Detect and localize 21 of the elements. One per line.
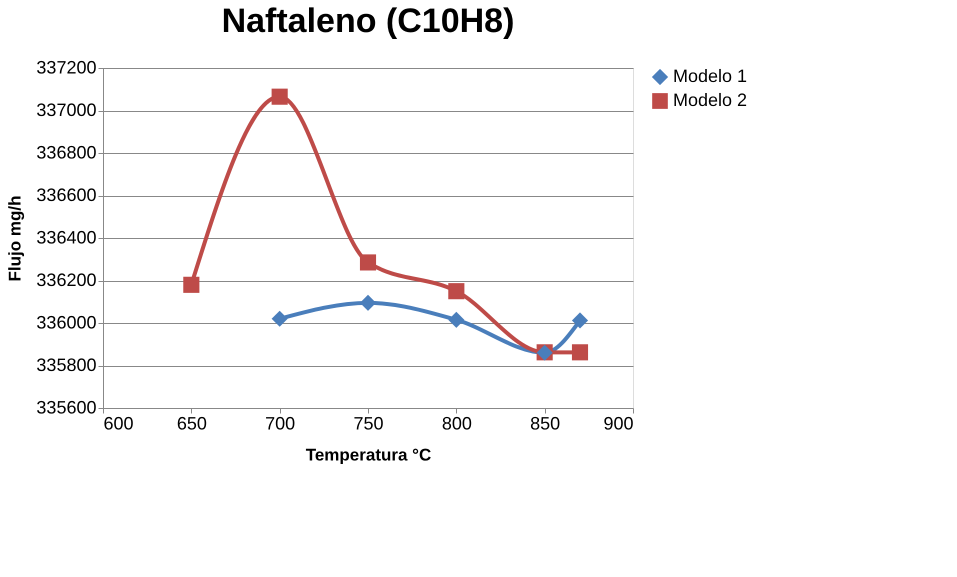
x-tick-label: 850 <box>530 414 560 434</box>
y-tick-label: 335600 <box>36 398 96 418</box>
y-tick-label: 336800 <box>36 142 96 162</box>
y-tick-label: 336000 <box>36 312 96 332</box>
y-tick-label: 336200 <box>36 270 96 290</box>
y-tick-label: 336400 <box>36 228 96 248</box>
x-tick-label: 900 <box>603 414 634 434</box>
x-tick-label: 800 <box>442 414 472 434</box>
x-tick-label: 650 <box>176 414 207 434</box>
y-tick-label: 336600 <box>36 185 96 205</box>
x-tick-label: 700 <box>265 414 296 434</box>
y-tick-label: 335800 <box>36 355 96 375</box>
y-tick-label: 337200 <box>36 58 96 78</box>
legend-label: Modelo 1 <box>673 66 748 86</box>
y-tick-label: 337000 <box>36 100 96 120</box>
x-axis-title: Temperatura °C <box>306 446 432 464</box>
legend-label: Modelo 2 <box>673 90 748 110</box>
chart-title: Naftaleno (C10H8) <box>222 2 514 40</box>
y-axis-title: Flujo mg/h <box>5 196 24 282</box>
x-tick-label: 750 <box>353 414 384 434</box>
x-tick-label: 600 <box>104 414 134 434</box>
